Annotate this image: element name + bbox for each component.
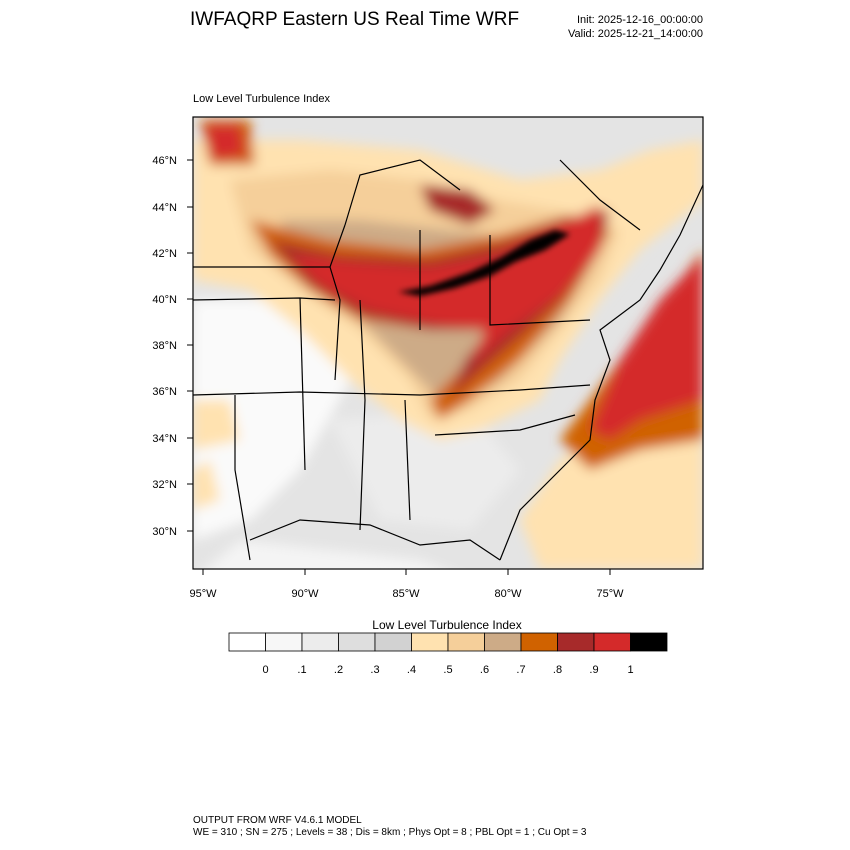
svg-text:42°N: 42°N [152, 248, 177, 260]
lat-tick-46: 46°N [152, 155, 193, 167]
colorbar-box [228, 632, 266, 652]
plot-label: Low Level Turbulence Index [193, 93, 330, 105]
colorbar-box [447, 632, 485, 652]
lat-ticks: 46°N 44°N 42°N 40°N 38°N 36°N 34°N 32°N … [152, 155, 193, 538]
colorbar-box [338, 632, 376, 652]
svg-text:95°W: 95°W [189, 588, 217, 600]
colorbar-label: .1 [297, 664, 306, 676]
svg-text:40°N: 40°N [152, 294, 177, 306]
colorbar-label: .4 [407, 664, 416, 676]
colorbar-title: Low Level Turbulence Index [372, 618, 521, 632]
lat-tick-38: 38°N [152, 340, 193, 352]
svg-text:75°W: 75°W [596, 588, 624, 600]
colorbar-box [520, 632, 558, 652]
svg-text:46°N: 46°N [152, 155, 177, 167]
svg-text:90°W: 90°W [291, 588, 319, 600]
model-settings: WE = 310 ; SN = 275 ; Levels = 38 ; Dis … [193, 827, 587, 838]
colorbar-label: .3 [370, 664, 379, 676]
page-title: IWFAQRP Eastern US Real Time WRF [190, 9, 520, 30]
colorbar-label: 1 [627, 664, 633, 676]
field-shading [193, 120, 703, 569]
map-frame [192, 116, 704, 570]
lat-tick-32: 32°N [152, 479, 193, 491]
svg-text:36°N: 36°N [152, 386, 177, 398]
colorbar-label: 0 [262, 664, 268, 676]
colorbar-boxes [228, 632, 668, 652]
svg-text:38°N: 38°N [152, 340, 177, 352]
lon-tick-80: 80°W [494, 569, 522, 600]
model-info: OUTPUT FROM WRF V4.6.1 MODEL WE = 310 ; … [193, 815, 586, 839]
lon-tick-85: 85°W [392, 569, 420, 600]
lat-tick-40: 40°N [152, 294, 193, 306]
map-field [193, 117, 703, 569]
colorbar-box [484, 632, 522, 652]
svg-text:44°N: 44°N [152, 202, 177, 214]
lat-tick-42: 42°N [152, 248, 193, 260]
lat-tick-30: 30°N [152, 526, 193, 538]
colorbar-label: .2 [334, 664, 343, 676]
lat-tick-34: 34°N [152, 433, 193, 445]
model-version: OUTPUT FROM WRF V4.6.1 MODEL [193, 815, 362, 826]
colorbar-box [411, 632, 449, 652]
colorbar-box [557, 632, 595, 652]
colorbar-label: .5 [443, 664, 452, 676]
lat-tick-44: 44°N [152, 202, 193, 214]
lon-tick-90: 90°W [291, 569, 319, 600]
lat-tick-36: 36°N [152, 386, 193, 398]
colorbar-label: .7 [516, 664, 525, 676]
colorbar-labels: 0 .1 .2 .3 .4 .5 .6 .7 .8 .9 1 [262, 664, 633, 676]
colorbar-label: .6 [480, 664, 489, 676]
svg-text:80°W: 80°W [494, 588, 522, 600]
colorbar-box [301, 632, 339, 652]
colorbar-box [374, 632, 412, 652]
max-turbulence-band [398, 230, 570, 296]
valid-time: Valid: 2025-12-21_14:00:00 [568, 28, 703, 40]
colorbar: Low Level Turbulence Index 0 .1 .2 .3 .4 .5 .6… [228, 618, 668, 676]
svg-text:34°N: 34°N [152, 433, 177, 445]
init-time: Init: 2025-12-16_00:00:00 [577, 14, 703, 26]
svg-text:30°N: 30°N [152, 526, 177, 538]
colorbar-label: .9 [589, 664, 598, 676]
lon-tick-95: 95°W [189, 569, 217, 600]
run-times: Init: 2025-12-16_00:00:00 Valid: 2025-12… [520, 13, 703, 41]
lon-tick-75: 75°W [596, 569, 624, 600]
svg-text:32°N: 32°N [152, 479, 177, 491]
lon-ticks: 95°W 90°W 85°W 80°W 75°W [189, 569, 624, 600]
colorbar-box [265, 632, 303, 652]
colorbar-label: .8 [553, 664, 562, 676]
boundaries [193, 159, 703, 561]
colorbar-box [630, 632, 668, 652]
colorbar-box [593, 632, 631, 652]
svg-text:85°W: 85°W [392, 588, 420, 600]
